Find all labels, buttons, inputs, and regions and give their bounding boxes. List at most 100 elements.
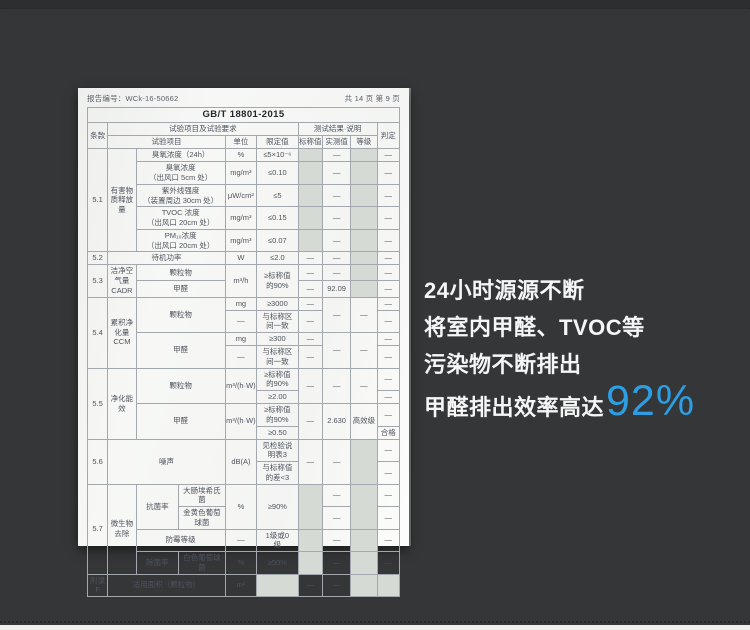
table-cell: 抗菌率	[135, 483, 180, 530]
table-cell	[297, 148, 323, 163]
table-cell: —	[321, 228, 352, 253]
table-header-row-1: 条款 试验项目及试验要求 测试结果·说明 判定	[86, 122, 401, 150]
table-cell	[297, 551, 323, 575]
table-row: PM₁₀浓度 （出风口 20cm 处） mg/m³ ≤0.07 — —	[88, 228, 401, 253]
table-row: TVOC 浓度 （出风口 20cm 处） mg/m³ ≤0.15 — —	[88, 206, 401, 230]
table-cell: 5.5	[86, 367, 109, 440]
table-cell: 洁净空 气量 CADR	[107, 264, 137, 298]
table-cell: 颗粒物	[135, 264, 226, 282]
table-cell: —	[321, 573, 352, 598]
standard-title: GB/T 18801-2015	[87, 106, 400, 124]
table-cell: mg/m³	[224, 206, 258, 230]
table-cell: TVOC 浓度 （出风口 20cm 处）	[135, 206, 226, 230]
table-cell: —	[224, 345, 258, 369]
table-row: 5.4 累积净 化量 CCM 颗粒物 mg ≥3000— — — —	[86, 296, 401, 369]
table-cell: ≥50%	[256, 551, 299, 575]
table-row: 防霉等级 —1级或0 级 — —	[88, 528, 401, 553]
table-cell: 与标称区 间一致	[256, 309, 299, 334]
table-cell	[297, 228, 323, 253]
table-row: 甲醛 —92.09—	[88, 280, 401, 298]
table-cell	[350, 551, 378, 575]
table-cell: —	[297, 573, 323, 598]
document-header: 报告编号：WCk-16-50662 共 14 页 第 9 页	[87, 93, 400, 104]
table-row: ≥0.50 合格	[88, 425, 401, 440]
table-cell: 适用面积（颗粒物）	[107, 573, 226, 598]
table-cell: —	[376, 483, 401, 508]
table-cell: ≥300	[256, 332, 299, 347]
table-cell	[350, 183, 378, 208]
table-cell: 净化能 效	[107, 367, 137, 440]
table-cell: 1级或0 级	[256, 528, 299, 553]
table-cell: %	[224, 483, 258, 530]
table-cell: 累积净 化量 CCM	[107, 296, 137, 369]
table-cell: —	[376, 228, 401, 253]
table-cell: —	[376, 528, 401, 553]
table-cell: —	[376, 332, 401, 347]
table-cell: %	[224, 551, 258, 575]
table-cell: ≥90%	[256, 483, 299, 530]
table-cell: —	[321, 506, 352, 530]
table-cell: —	[321, 296, 352, 334]
table-cell: —	[297, 345, 323, 369]
table-cell: —	[321, 148, 352, 163]
table-row: — 与标称区 间一致 — —	[88, 345, 401, 369]
table-cell: —	[376, 551, 401, 575]
table-row: 除菌率 白色葡萄球 菌% ≥50% — —	[88, 551, 401, 575]
table-cell: —	[321, 528, 352, 553]
table-cell: ≤0.07	[256, 228, 299, 253]
table-cell: 微生物 去除	[107, 483, 137, 575]
table-cell: 待机功率	[107, 251, 226, 266]
table-cell: 噪声	[107, 438, 226, 485]
table-cell: PM₁₀浓度 （出风口 20cm 处）	[135, 228, 226, 253]
table-cell: μW/cm²	[224, 183, 258, 208]
caption-line-2: 将室内甲醛、TVOC等	[424, 315, 645, 340]
report-number: 报告编号：WCk-16-50662	[87, 94, 179, 103]
table-cell: —	[321, 161, 352, 185]
test-report-table: GB/T 18801-2015 条款 试验项目及试验要求 测试结果·说明 判定 …	[86, 106, 401, 598]
table-title-row: GB/T 18801-2015	[87, 106, 400, 124]
table-cell: 高效级	[350, 403, 378, 440]
table-cell: —	[376, 506, 401, 530]
table-cell: 颗粒物	[135, 296, 226, 334]
table-cell	[350, 528, 378, 553]
table-cell: 5.1	[86, 148, 109, 253]
table-cell: dB(A)	[224, 438, 258, 485]
table-cell: —	[321, 367, 352, 405]
table-cell: ≥标称值 的90%	[256, 403, 299, 427]
table-cell: —	[350, 296, 378, 334]
table-row: 与标称值 的差<3 —	[88, 461, 401, 485]
table-cell: mg/m³	[224, 161, 258, 185]
table-cell: 防霉等级	[135, 528, 226, 553]
table-cell: —	[350, 332, 378, 369]
table-row: 5.2 待机功率 W ≤2.0— — —	[86, 251, 401, 266]
table-cell: 颗粒物	[135, 367, 226, 405]
table-cell: 附录F	[86, 573, 109, 598]
table-cell: —	[376, 309, 401, 334]
table-cell: 白色葡萄球 菌	[178, 551, 226, 575]
header-measured: 实测值	[321, 135, 352, 150]
table-cell: 5.7	[86, 483, 109, 575]
table-cell: —	[376, 148, 401, 163]
table-cell: —	[297, 264, 323, 282]
header-clause: 条款	[86, 122, 109, 150]
table-row: 5.1 有害物 质释放 量臭氧浓度（24h）% ≤5×10⁻⁶ — —	[86, 148, 401, 253]
header-nominal: 标称值	[297, 135, 323, 150]
marketing-caption: 24小时源源不断 将室内甲醛、TVOC等 污染物不断排出 甲醛排出效率高达 92…	[424, 272, 744, 427]
table-cell: —	[297, 309, 323, 334]
table-cell: 紫外线强度 （装置周边 30cm 处）	[135, 183, 226, 208]
table-row: 5.6 噪声 dB(A) 见检验说 明表3— — —	[86, 438, 401, 485]
top-border-strip	[0, 0, 750, 9]
table-cell: 甲醛	[135, 332, 226, 369]
table-cell: ≥0.50	[256, 425, 299, 440]
table-cell: ≥3000	[256, 296, 299, 311]
table-cell: mg	[224, 332, 258, 347]
table-cell	[297, 528, 323, 553]
table-cell: —	[376, 183, 401, 208]
table-cell: ≤5×10⁻⁶	[256, 148, 299, 163]
table-cell: ≥2.00	[256, 390, 299, 405]
table-row: 5.5 净化能 效颗粒物 m³/(h·W) ≥标称值 的90% — — — —	[86, 367, 401, 440]
table-row: 臭氧浓度 （出风口 5cm 处） mg/m³ ≤0.10 — —	[88, 161, 401, 185]
table-cell	[350, 280, 378, 298]
table-cell: —	[297, 332, 323, 347]
table-cell: —	[297, 251, 323, 266]
